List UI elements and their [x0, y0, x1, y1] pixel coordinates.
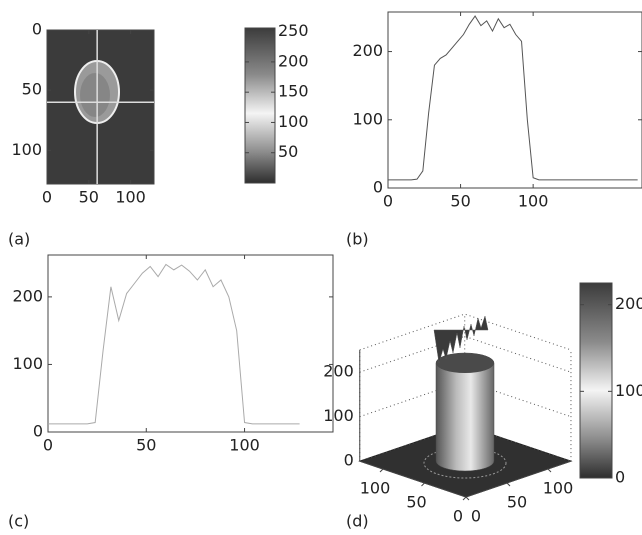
surface-ring: [423, 447, 507, 479]
x-tick-label: 50: [136, 436, 156, 455]
y-tick-label: 0: [471, 507, 481, 526]
surface-spikes: [433, 315, 489, 364]
y-tick: [506, 482, 511, 487]
profile-line: [388, 15, 638, 181]
y-axis: [465, 460, 572, 498]
colorbar-label: 0: [615, 468, 625, 487]
profile-line: [48, 263, 300, 425]
axes-box: [47, 254, 334, 433]
x-tick: [421, 482, 425, 487]
y-tick: [465, 496, 470, 501]
grid-line: [359, 380, 572, 418]
colorbar-label: 150: [278, 82, 309, 101]
y-tick-label: 200: [352, 41, 383, 60]
colorbar: [579, 282, 613, 479]
y-tick-label: 0: [32, 20, 42, 39]
x-tick: [462, 496, 467, 501]
y-tick-label: 0: [373, 178, 383, 197]
axes-box: [46, 29, 155, 185]
disk-texture: [80, 73, 110, 117]
panel-label: (d): [346, 512, 369, 531]
x-tick-label: 0: [453, 507, 463, 526]
y-tick-label: 50: [507, 493, 527, 512]
y-tick: [547, 468, 552, 473]
grid-line: [359, 424, 572, 462]
x-tick-label: 50: [450, 192, 470, 211]
colorbar-label: 100: [615, 381, 642, 400]
z-tick-label: 200: [323, 362, 354, 381]
colorbar: [244, 27, 276, 184]
y-tick-label: 200: [12, 286, 43, 305]
grid-line: [359, 335, 572, 373]
colorbar-label: 50: [278, 142, 298, 161]
z-tick-label: 100: [323, 406, 354, 425]
x-tick-label: 100: [360, 479, 391, 498]
x-axis: [359, 460, 467, 498]
x-tick-label: 0: [43, 436, 53, 455]
box-edge: [359, 313, 572, 351]
axes-box: [387, 11, 642, 189]
y-tick-label: 100: [543, 479, 574, 498]
colorbar-label: 200: [278, 51, 309, 70]
x-tick: [379, 468, 384, 473]
panel-label: (a): [8, 230, 30, 249]
colorbar-label: 250: [278, 21, 309, 40]
y-tick-label: 100: [352, 109, 383, 128]
x-tick-label: 0: [42, 188, 52, 207]
x-tick-label: 50: [406, 493, 426, 512]
x-tick-label: 100: [115, 188, 146, 207]
x-tick-label: 100: [229, 436, 260, 455]
z-tick-label: 0: [344, 451, 354, 470]
x-tick-label: 100: [518, 192, 549, 211]
y-tick-label: 100: [12, 354, 43, 373]
colorbar-label: 100: [278, 112, 309, 131]
colorbar-label: 200: [615, 294, 642, 313]
panel-label: (c): [8, 512, 29, 531]
x-tick-label: 50: [79, 188, 99, 207]
surface-top: [436, 353, 494, 373]
y-tick-label: 50: [22, 80, 42, 99]
panel-label: (b): [346, 230, 369, 249]
x-tick-label: 0: [383, 192, 393, 211]
y-tick-label: 100: [11, 140, 42, 159]
y-tick-label: 0: [33, 422, 43, 441]
